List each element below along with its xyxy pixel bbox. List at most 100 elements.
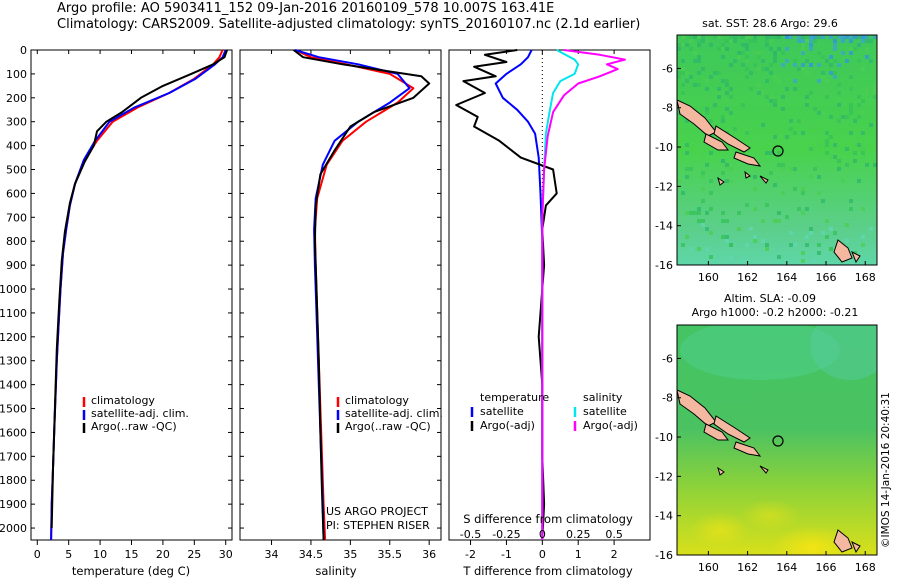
- sst-pixel: [685, 71, 689, 75]
- sst-pixel: [689, 211, 693, 215]
- sla-map-subtitle: Argo h1000: -0.2 h2000: -0.21: [692, 306, 859, 319]
- temperature-plot-frame: [30, 49, 233, 541]
- sst-pixel: [805, 235, 809, 239]
- sst-pixel: [757, 51, 761, 55]
- sla-map-title: Altim. SLA: -0.09: [724, 292, 816, 305]
- map-y-tick-label: -10: [655, 431, 673, 444]
- sst-pixel: [821, 55, 825, 59]
- sst-pixel: [801, 39, 805, 43]
- sst-pixel: [697, 71, 701, 75]
- difference-legend: temperature salinity satellite Argo(-adj…: [470, 391, 638, 432]
- sst-pixel: [833, 39, 837, 43]
- sst-pixel: [813, 167, 817, 171]
- sst-pixel: [841, 35, 845, 39]
- sst-pixel: [801, 131, 805, 135]
- sst-pixel: [733, 39, 737, 43]
- legend-label-s-argo: Argo(-adj): [583, 419, 638, 432]
- sst-pixel: [745, 243, 749, 247]
- sst-pixel: [741, 51, 745, 55]
- sst-pixel: [765, 243, 769, 247]
- map-y-tick-label: -6: [662, 62, 673, 75]
- sst-pixel: [753, 235, 757, 239]
- sst-pixel: [869, 39, 873, 43]
- depth-tick-label: 500: [6, 164, 27, 177]
- sst-pixel: [793, 131, 797, 135]
- sst-pixel: [789, 167, 793, 171]
- sst-pixel: [829, 71, 833, 75]
- sst-pixel: [849, 39, 853, 43]
- land-shapes: [677, 389, 861, 554]
- sst-pixel: [849, 131, 853, 135]
- sst-pixel: [761, 91, 765, 95]
- sst-pixel: [713, 147, 717, 151]
- sst-pixel: [829, 247, 833, 251]
- sst-pixel: [861, 151, 865, 155]
- sst-pixel: [785, 135, 789, 139]
- sst-pixel: [869, 123, 873, 127]
- sst-pixel: [841, 115, 845, 119]
- depth-tick-label: 200: [6, 92, 27, 105]
- sst-pixel: [829, 115, 833, 119]
- sst-pixel: [853, 119, 857, 123]
- sst-pixel: [721, 235, 725, 239]
- sst-pixel: [821, 111, 825, 115]
- sst-pixel: [865, 39, 869, 43]
- sst-pixel: [761, 135, 765, 139]
- sst-pixel: [749, 39, 753, 43]
- sst-map-title: sat. SST: 28.6 Argo: 29.6: [702, 17, 838, 30]
- sst-pixel: [801, 43, 805, 47]
- sst-pixel: [825, 59, 829, 63]
- sst-pixel: [833, 143, 837, 147]
- sst-pixel: [681, 35, 685, 39]
- sst-pixel: [849, 51, 853, 55]
- sst-pixel: [817, 191, 821, 195]
- sst-pixel: [697, 35, 701, 39]
- sst-pixel: [729, 167, 733, 171]
- sst-pixel: [729, 95, 733, 99]
- sst-pixel: [745, 67, 749, 71]
- sst-pixel: [869, 59, 873, 63]
- sst-pixel: [845, 147, 849, 151]
- x-tick-label: 10: [93, 548, 107, 561]
- sst-pixel: [765, 247, 769, 251]
- sst-pixel: [689, 35, 693, 39]
- depth-tick-label: 100: [6, 68, 27, 81]
- map-y-tick-label: -10: [655, 141, 673, 154]
- sst-pixel: [865, 91, 869, 95]
- sst-pixel: [825, 151, 829, 155]
- sst-pixel: [725, 179, 729, 183]
- sst-pixel: [725, 115, 729, 119]
- map-y-tick-label: -12: [655, 470, 673, 483]
- sst-pixel: [857, 35, 861, 39]
- sst-pixel: [717, 91, 721, 95]
- temperature-xlabel: temperature (deg C): [72, 564, 190, 578]
- sst-pixel: [833, 231, 837, 235]
- sst-pixel: [817, 243, 821, 247]
- sst-pixel: [721, 159, 725, 163]
- sst-pixel: [705, 87, 709, 91]
- sst-pixel: [801, 35, 805, 39]
- sst-pixel: [741, 35, 745, 39]
- sst-pixel: [709, 191, 713, 195]
- sst-pixel: [753, 175, 757, 179]
- argo-float-marker: [772, 435, 784, 447]
- x-tick-label: 34: [265, 548, 279, 561]
- sst-pixel: [745, 47, 749, 51]
- sst-pixel: [781, 163, 785, 167]
- sst-pixel: [681, 67, 685, 71]
- depth-tick-label: 800: [6, 235, 27, 248]
- sst-pixel: [833, 35, 837, 39]
- sst-pixel: [681, 71, 685, 75]
- sst-pixel: [697, 247, 701, 251]
- sst-pixel: [805, 35, 809, 39]
- sst-pixel: [753, 207, 757, 211]
- sst-pixel: [725, 219, 729, 223]
- depth-tick-label: 1400: [0, 379, 27, 392]
- sst-pixel: [861, 155, 865, 159]
- x-tick-label: 2: [611, 548, 618, 561]
- sst-pixel: [725, 107, 729, 111]
- sst-pixel: [837, 167, 841, 171]
- sst-pixel: [713, 103, 717, 107]
- sst-pixel: [745, 55, 749, 59]
- sst-pixel: [705, 227, 709, 231]
